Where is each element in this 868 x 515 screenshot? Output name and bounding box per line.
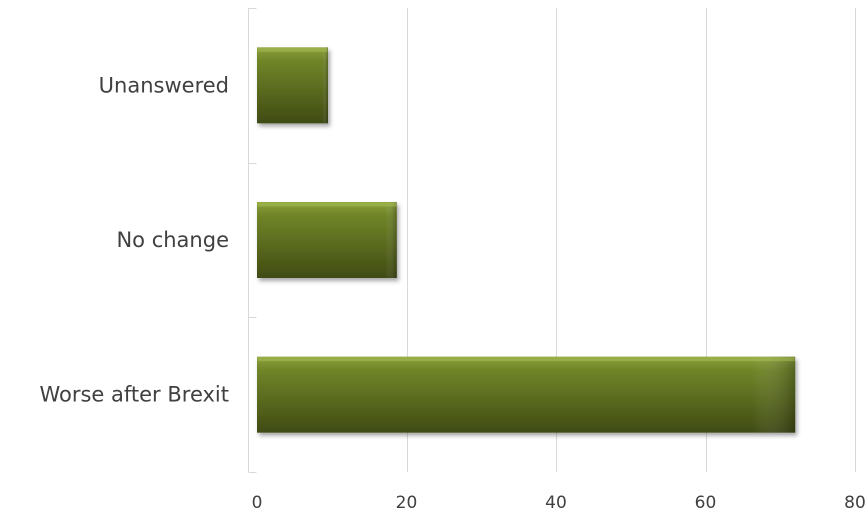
x-tick-label: 80 — [844, 493, 866, 513]
category-axis — [248, 8, 257, 473]
bar-edge-shade — [257, 202, 397, 278]
x-tick-label: 40 — [545, 493, 567, 513]
category-label: Worse after Brexit — [39, 383, 229, 407]
x-tick-label: 0 — [252, 493, 263, 513]
bar-top-highlight — [257, 47, 328, 52]
bar-unanswered — [257, 47, 329, 124]
bar-worse-after-brexit — [257, 356, 796, 433]
x-tick-label: 60 — [695, 493, 717, 513]
x-axis-ticks: 0 20 40 60 80 — [252, 493, 866, 513]
bar-edge-shade — [257, 356, 796, 433]
category-labels: Unanswered No change Worse after Brexit — [39, 73, 229, 406]
bar-top-highlight — [257, 202, 397, 207]
bar-top-highlight — [257, 357, 795, 362]
x-tick-label: 20 — [396, 493, 418, 513]
bar-edge-shade — [257, 47, 329, 124]
category-label: No change — [116, 228, 229, 252]
bars — [257, 47, 796, 433]
bar-no-change — [257, 202, 397, 278]
category-label: Unanswered — [99, 73, 229, 97]
